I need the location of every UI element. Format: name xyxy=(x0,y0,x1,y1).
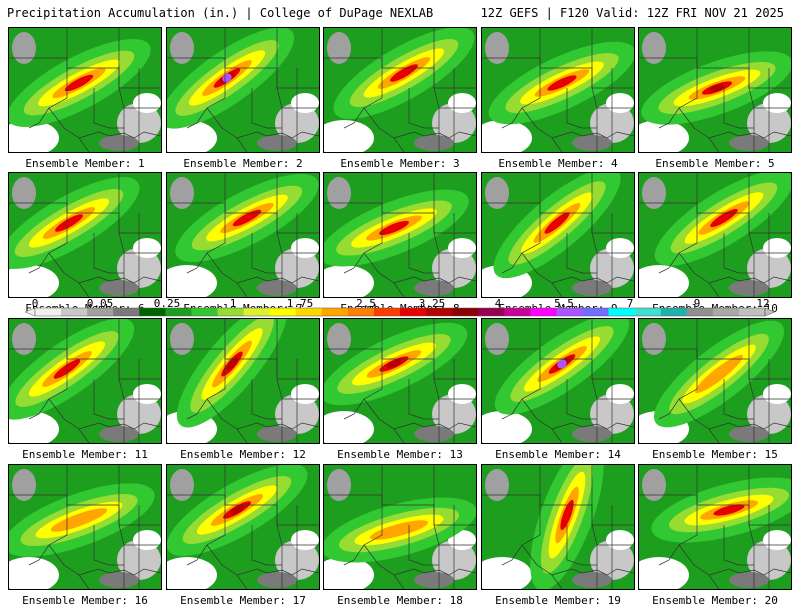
precip-field xyxy=(639,173,791,297)
page-title: Precipitation Accumulation (in.) | Colle… xyxy=(7,6,434,20)
precip-field xyxy=(639,28,791,152)
colorbar-swatch xyxy=(87,308,114,316)
colorbar-tick-label: 7 xyxy=(626,297,634,310)
precip-field xyxy=(324,28,476,152)
precip-field xyxy=(639,465,791,589)
precip-field xyxy=(167,173,319,297)
model-run-info: 12Z GEFS | F120 Valid: 12Z FRI NOV 21 20… xyxy=(480,6,784,20)
precip-field xyxy=(324,465,476,589)
ensemble-member-map xyxy=(166,27,320,153)
ensemble-member-map xyxy=(481,27,635,153)
ensemble-member-map xyxy=(166,172,320,298)
colorbar-swatch xyxy=(139,308,166,316)
colorbar-swatch xyxy=(504,308,531,316)
colorbar-tick-label: 4 xyxy=(494,297,502,310)
colorbar-swatch xyxy=(217,308,244,316)
colorbar-tick-label: 3.25 xyxy=(418,297,446,310)
colorbar-swatch xyxy=(269,308,297,316)
ensemble-member-map xyxy=(481,318,635,444)
ensemble-member-map xyxy=(323,172,477,298)
colorbar-swatch xyxy=(556,308,583,316)
precip-field xyxy=(9,465,161,589)
precip-field xyxy=(167,319,319,443)
colorbar-swatch xyxy=(113,308,140,316)
colorbar-tick-label: 1.75 xyxy=(286,297,314,310)
ensemble-member-map xyxy=(8,464,162,590)
precip-field xyxy=(9,28,161,152)
colorbar-swatch xyxy=(452,308,479,316)
precip-field xyxy=(482,319,634,443)
colorbar-tick-label: 5.5 xyxy=(554,297,574,310)
ensemble-member-map xyxy=(166,464,320,590)
precip-field xyxy=(167,465,319,589)
colorbar-swatch xyxy=(712,308,740,316)
colorbar-swatch xyxy=(530,308,557,316)
precip-field xyxy=(639,319,791,443)
ensemble-member-label: Ensemble Member: 4 xyxy=(498,157,618,170)
precip-field xyxy=(324,173,476,297)
colorbar-swatch xyxy=(373,308,401,316)
ensemble-member-map xyxy=(638,27,792,153)
colorbar-swatch xyxy=(347,308,375,316)
ensemble-member-label: Ensemble Member: 2 xyxy=(183,157,303,170)
ensemble-member-map xyxy=(481,172,635,298)
ensemble-member-label: Ensemble Member: 18 xyxy=(337,594,463,607)
ensemble-member-map xyxy=(638,318,792,444)
colorbar-swatch xyxy=(426,308,453,316)
precip-field xyxy=(324,319,476,443)
ensemble-member-label: Ensemble Member: 1 xyxy=(25,157,145,170)
colorbar-swatch xyxy=(608,308,635,316)
ensemble-member-map xyxy=(8,172,162,298)
ensemble-member-label: Ensemble Member: 19 xyxy=(495,594,621,607)
colorbar-swatch xyxy=(321,308,349,316)
ensemble-member-label: Ensemble Member: 15 xyxy=(652,448,778,461)
ensemble-member-label: Ensemble Member: 17 xyxy=(180,594,306,607)
ensemble-member-label: Ensemble Member: 13 xyxy=(337,448,463,461)
ensemble-member-map xyxy=(8,27,162,153)
colorbar-swatch xyxy=(634,308,662,316)
colorbar-swatch xyxy=(478,308,505,316)
ensemble-member-map xyxy=(638,464,792,590)
colorbar-tick-label: 0.25 xyxy=(153,297,181,310)
colorbar-swatch xyxy=(191,308,218,316)
colorbar-tick-label: 9 xyxy=(693,297,701,310)
ensemble-member-label: Ensemble Member: 20 xyxy=(652,594,778,607)
ensemble-member-map xyxy=(8,318,162,444)
ensemble-member-map xyxy=(323,318,477,444)
colorbar-tick-label: 12 xyxy=(756,297,770,310)
precip-field xyxy=(167,28,319,152)
colorbar-swatch xyxy=(400,308,427,316)
ensemble-member-map xyxy=(323,27,477,153)
colorbar-swatch xyxy=(243,308,270,316)
colorbar-swatch xyxy=(686,308,714,316)
colorbar-tick-label: 1 xyxy=(229,297,237,310)
precip-field xyxy=(482,28,634,152)
ensemble-member-label: Ensemble Member: 14 xyxy=(495,448,621,461)
precip-field xyxy=(9,173,161,297)
ensemble-member-label: Ensemble Member: 16 xyxy=(22,594,148,607)
ensemble-member-label: Ensemble Member: 11 xyxy=(22,448,148,461)
ensemble-member-map xyxy=(166,318,320,444)
ensemble-member-label: Ensemble Member: 3 xyxy=(340,157,460,170)
ensemble-member-map xyxy=(323,464,477,590)
colorbar-tick-label: 0 xyxy=(31,297,39,310)
colorbar-tick-label: 2.5 xyxy=(356,297,376,310)
ensemble-member-map xyxy=(638,172,792,298)
precip-field xyxy=(482,173,634,297)
colorbar-swatch xyxy=(660,308,688,316)
precip-field xyxy=(482,465,634,589)
colorbar-swatch xyxy=(295,308,323,316)
ensemble-member-map xyxy=(481,464,635,590)
colorbar xyxy=(24,307,776,317)
ensemble-member-label: Ensemble Member: 5 xyxy=(655,157,775,170)
ensemble-member-label: Ensemble Member: 12 xyxy=(180,448,306,461)
colorbar-swatch xyxy=(61,308,88,316)
colorbar-swatch xyxy=(35,308,62,316)
precip-field xyxy=(9,319,161,443)
colorbar-swatch xyxy=(165,308,192,316)
colorbar-swatch xyxy=(738,308,766,316)
colorbar-swatch xyxy=(582,308,609,316)
colorbar-tick-label: 0.05 xyxy=(86,297,114,310)
